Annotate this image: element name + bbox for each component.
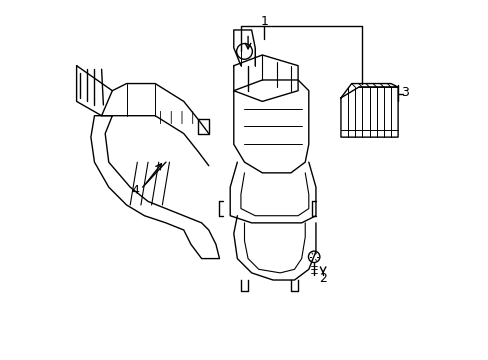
Text: 4: 4 — [131, 184, 139, 197]
Text: 1: 1 — [260, 14, 267, 27]
Text: 3: 3 — [401, 86, 408, 99]
Text: 2: 2 — [319, 272, 326, 285]
